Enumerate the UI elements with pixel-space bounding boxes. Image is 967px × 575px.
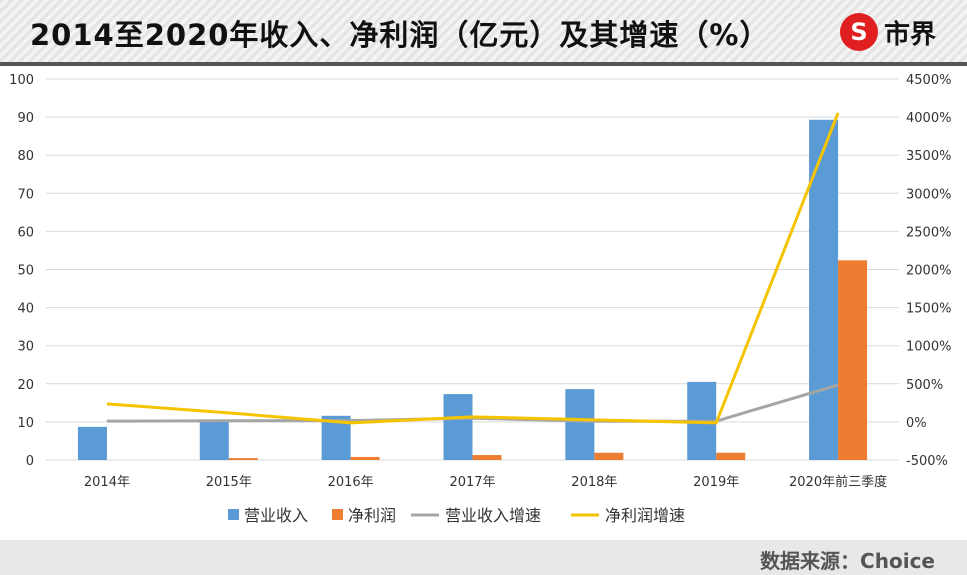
right-tick-label: 4000% [906, 111, 951, 126]
bar-revenue [199, 421, 229, 460]
legend-label: 净利润 [348, 506, 396, 525]
right-tick-label: -500% [906, 454, 948, 469]
legend-label: 营业收入增速 [445, 506, 541, 525]
left-tick-label: 80 [17, 149, 34, 164]
bar-net-profit [716, 452, 746, 460]
bar-revenue [809, 119, 839, 460]
legend-swatch [228, 509, 239, 520]
legend-swatch [332, 509, 343, 520]
category-label: 2019年 [693, 475, 739, 490]
bar-revenue [77, 426, 107, 460]
right-tick-label: 1000% [906, 340, 951, 355]
source-note: 数据来源：Choice [760, 549, 935, 573]
legend-label: 营业收入 [244, 506, 308, 525]
chart-title: 2014至2020年收入、净利润（亿元）及其增速（%） [30, 18, 770, 52]
logo-icon: S [840, 13, 878, 51]
bar-net-profit [472, 455, 502, 460]
left-tick-label: 100 [9, 73, 34, 88]
right-tick-label: 500% [906, 378, 943, 393]
bar-revenue [565, 389, 595, 460]
left-tick-label: 20 [17, 378, 34, 393]
right-tick-label: 2000% [906, 264, 951, 279]
category-label: 2016年 [328, 475, 374, 490]
category-label: 2018年 [571, 475, 617, 490]
chart: 0 10 20 30 40 50 60 70 80 90 100 -500% 0% 500% 1000% 15… [9, 73, 951, 525]
bar-net-profit [228, 458, 258, 460]
right-tick-label: 3500% [906, 149, 951, 164]
bar-revenue [443, 394, 473, 460]
bar-net-profit [838, 260, 868, 460]
left-tick-label: 10 [17, 416, 34, 431]
left-tick-label: 0 [26, 454, 34, 469]
left-tick-label: 30 [17, 340, 34, 355]
line-net-profit-growth [106, 112, 840, 425]
logo-text: 市界 [884, 19, 937, 50]
right-tick-label: 2500% [906, 225, 951, 240]
left-tick-label: 90 [17, 111, 34, 126]
legend-label: 净利润增速 [605, 506, 685, 525]
category-label: 2017年 [449, 475, 495, 490]
category-label: 2014年 [84, 475, 130, 490]
left-tick-label: 40 [17, 302, 34, 317]
logo: S 市界 [840, 13, 936, 51]
category-label: 2015年 [206, 475, 252, 490]
left-tick-label: 50 [17, 264, 34, 279]
left-tick-label: 60 [17, 225, 34, 240]
right-tick-label: 4500% [906, 73, 951, 88]
left-tick-label: 70 [17, 187, 34, 202]
bar-net-profit [594, 452, 624, 460]
right-tick-label: 0% [906, 416, 927, 431]
right-tick-label: 1500% [906, 302, 951, 317]
right-tick-label: 3000% [906, 187, 951, 202]
footer-bar: 数据来源：Choice [0, 540, 967, 575]
header-bar: 2014至2020年收入、净利润（亿元）及其增速（%） S 市界 [0, 0, 967, 66]
category-label: 2020年前三季度 [789, 474, 887, 490]
bar-net-profit [350, 456, 380, 460]
